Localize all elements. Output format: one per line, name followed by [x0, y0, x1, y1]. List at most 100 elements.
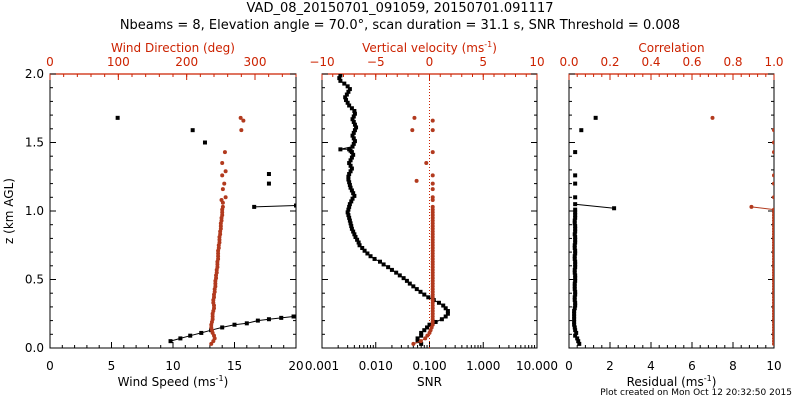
data-point-black	[572, 281, 577, 286]
data-point-red	[210, 314, 215, 319]
data-point-black	[352, 232, 357, 237]
data-point-black	[178, 336, 183, 341]
data-point-black	[573, 226, 578, 231]
data-point-black	[422, 328, 427, 333]
data-point-black	[573, 235, 578, 240]
data-point-black	[401, 276, 406, 281]
x-bottom-tick-label: 0.010	[359, 359, 393, 373]
data-point-red	[214, 276, 219, 281]
data-point-black	[347, 202, 352, 207]
data-point-black	[404, 278, 409, 283]
data-point-black	[572, 319, 577, 324]
data-point-black	[572, 306, 577, 311]
data-point-red	[430, 150, 435, 155]
data-point-red	[209, 341, 214, 346]
data-point-black	[351, 152, 356, 157]
panel-frame	[568, 73, 775, 349]
panel-data	[337, 74, 450, 346]
data-point-black	[344, 98, 349, 103]
data-point-red	[430, 251, 435, 256]
data-point-black	[593, 115, 598, 120]
data-point-black	[266, 317, 271, 322]
data-point-red	[430, 292, 435, 297]
data-point-red	[430, 232, 435, 237]
data-point-red	[430, 300, 435, 305]
data-point-red	[212, 289, 217, 294]
data-point-black	[572, 298, 577, 303]
data-point-black	[348, 163, 353, 168]
data-point-black	[352, 128, 357, 133]
data-point-black	[422, 292, 427, 297]
data-point-black	[573, 328, 578, 333]
data-point-red	[430, 287, 435, 292]
x-bottom-tick-label: 10	[766, 359, 781, 373]
data-point-black	[573, 215, 578, 220]
data-point-red	[430, 221, 435, 226]
data-point-red	[213, 284, 218, 289]
data-point-black	[352, 111, 357, 116]
data-point-red	[216, 254, 221, 259]
data-point-black	[202, 140, 207, 145]
data-point-red	[216, 251, 221, 256]
data-point-red	[772, 195, 774, 200]
data-point-red	[222, 181, 227, 186]
plot-created-stamp: Plot created on Mon Oct 12 20:32:50 2015	[600, 388, 792, 398]
data-point-black	[573, 248, 578, 253]
data-point-black	[572, 221, 577, 226]
x-top-tick-label: 0.4	[641, 55, 660, 69]
x-bottom-tick-label: 2	[606, 359, 614, 373]
data-point-red	[216, 256, 221, 261]
data-point-black	[345, 100, 350, 105]
data-point-red	[430, 235, 435, 240]
data-point-black	[572, 245, 577, 250]
data-point-black	[572, 267, 577, 272]
data-point-black	[347, 147, 352, 152]
data-point-black	[266, 181, 271, 186]
data-point-red	[219, 218, 224, 223]
data-point-black	[573, 303, 578, 308]
data-point-black	[346, 89, 351, 94]
data-point-red	[430, 306, 435, 311]
data-point-red	[424, 161, 429, 166]
data-point-black	[415, 339, 420, 344]
data-point-black	[349, 155, 354, 160]
data-point-black	[252, 204, 257, 209]
data-point-black	[348, 158, 353, 163]
x-top-tick-label: −5	[367, 55, 385, 69]
x-top-axis-title: Correlation	[638, 41, 704, 55]
data-point-black	[573, 240, 578, 245]
data-point-black	[575, 336, 580, 341]
data-point-red	[220, 161, 225, 166]
data-point-black	[573, 213, 578, 218]
data-point-black	[573, 251, 578, 256]
data-point-red	[411, 341, 416, 346]
data-point-black	[572, 322, 577, 327]
data-point-black	[279, 315, 284, 320]
data-point-red	[414, 178, 419, 183]
data-point-black	[411, 284, 416, 289]
x-bottom-tick-label: 0	[46, 359, 54, 373]
data-point-black	[372, 256, 377, 261]
data-point-red	[220, 200, 225, 205]
data-point-black	[349, 226, 354, 231]
data-point-red	[212, 295, 216, 300]
data-point-red	[430, 240, 435, 245]
data-point-black	[389, 267, 394, 272]
data-point-red	[223, 195, 228, 200]
data-point-black	[381, 262, 386, 267]
data-point-black	[351, 141, 356, 146]
data-point-red	[430, 215, 435, 220]
data-point-black	[350, 144, 355, 149]
x-top-tick-label: 0.0	[559, 55, 578, 69]
data-point-black	[115, 115, 120, 120]
x-top-tick-label: 200	[175, 55, 198, 69]
data-point-black	[573, 173, 578, 178]
data-point-black	[190, 128, 195, 133]
data-point-black	[357, 243, 362, 248]
data-point-black	[572, 254, 577, 259]
data-point-red	[430, 229, 435, 234]
data-point-red	[430, 322, 435, 327]
data-point-red	[772, 150, 774, 155]
x-bottom-tick-label: 15	[227, 359, 242, 373]
